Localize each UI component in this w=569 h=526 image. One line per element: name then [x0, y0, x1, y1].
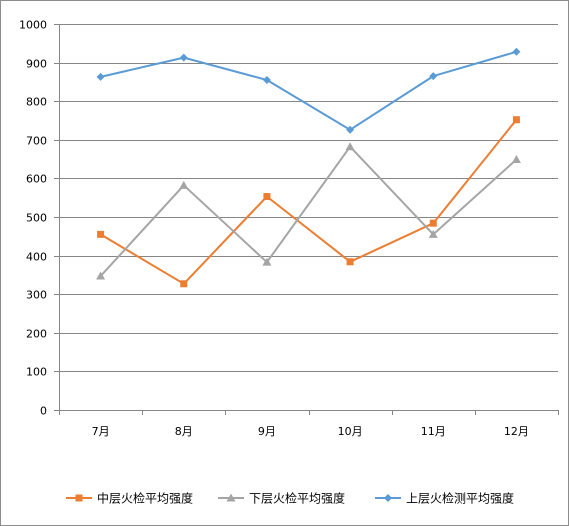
legend-marker [226, 493, 236, 502]
x-tick-label: 12月 [504, 425, 529, 438]
y-tick-label: 800 [26, 96, 47, 109]
legend-entry: 上层火检测平均强度 [375, 491, 514, 506]
y-tick-label: 900 [26, 58, 47, 71]
legend-label: 上层火检测平均强度 [406, 491, 514, 506]
data-point [512, 47, 521, 56]
data-point [96, 271, 106, 280]
x-tick-label: 8月 [175, 425, 193, 438]
data-point [263, 193, 271, 201]
x-tick-label: 11月 [421, 425, 446, 438]
y-tick-label: 600 [26, 173, 47, 186]
gridlines [54, 24, 558, 411]
y-tick-label: 300 [26, 289, 47, 302]
series-diamond [96, 47, 521, 134]
series-triangle [96, 142, 521, 280]
series-line [99, 145, 518, 277]
series-line [100, 50, 517, 131]
data-point [179, 180, 189, 189]
series-square [97, 116, 520, 288]
series-line [100, 119, 518, 285]
y-tick-label: 400 [26, 251, 47, 264]
y-tick-label: 700 [26, 135, 47, 148]
x-tick-label: 7月 [92, 425, 110, 438]
y-tick-label: 0 [40, 405, 47, 418]
legend-marker [75, 494, 83, 502]
x-tick-label: 10月 [338, 425, 363, 438]
data-point [262, 75, 271, 84]
legend-entry: 下层火检平均强度 [218, 491, 345, 506]
data-point [428, 229, 438, 238]
legend-marker [384, 494, 392, 502]
data-point [512, 116, 520, 124]
legend-entry: 中层火检平均强度 [66, 491, 193, 506]
data-point [262, 257, 272, 266]
data-point [346, 125, 355, 134]
data-point [429, 72, 438, 81]
data-point [345, 142, 355, 151]
x-tick-labels: 7月 8月 9月 10月 11月 12月 [92, 425, 529, 438]
x-tick-label: 9月 [258, 425, 276, 438]
data-point [96, 72, 105, 81]
series [96, 47, 521, 288]
legend: 中层火检平均强度 下层火检平均强度 上层火检测平均强度 [66, 491, 514, 506]
y-tick-labels: 0 100 200 300 400 500 600 700 800 900 1000 [19, 19, 47, 418]
y-tick-label: 1000 [19, 19, 47, 32]
data-point [346, 258, 354, 266]
y-tick-label: 200 [26, 328, 47, 341]
data-point [429, 219, 437, 227]
data-point [511, 154, 521, 163]
data-point [180, 280, 188, 288]
y-tick-label: 100 [26, 366, 47, 379]
axes [59, 24, 559, 415]
legend-label: 下层火检平均强度 [249, 491, 345, 506]
y-tick-label: 500 [26, 212, 47, 225]
legend-label: 中层火检平均强度 [97, 491, 193, 506]
data-point [97, 230, 105, 238]
data-point [179, 53, 188, 62]
